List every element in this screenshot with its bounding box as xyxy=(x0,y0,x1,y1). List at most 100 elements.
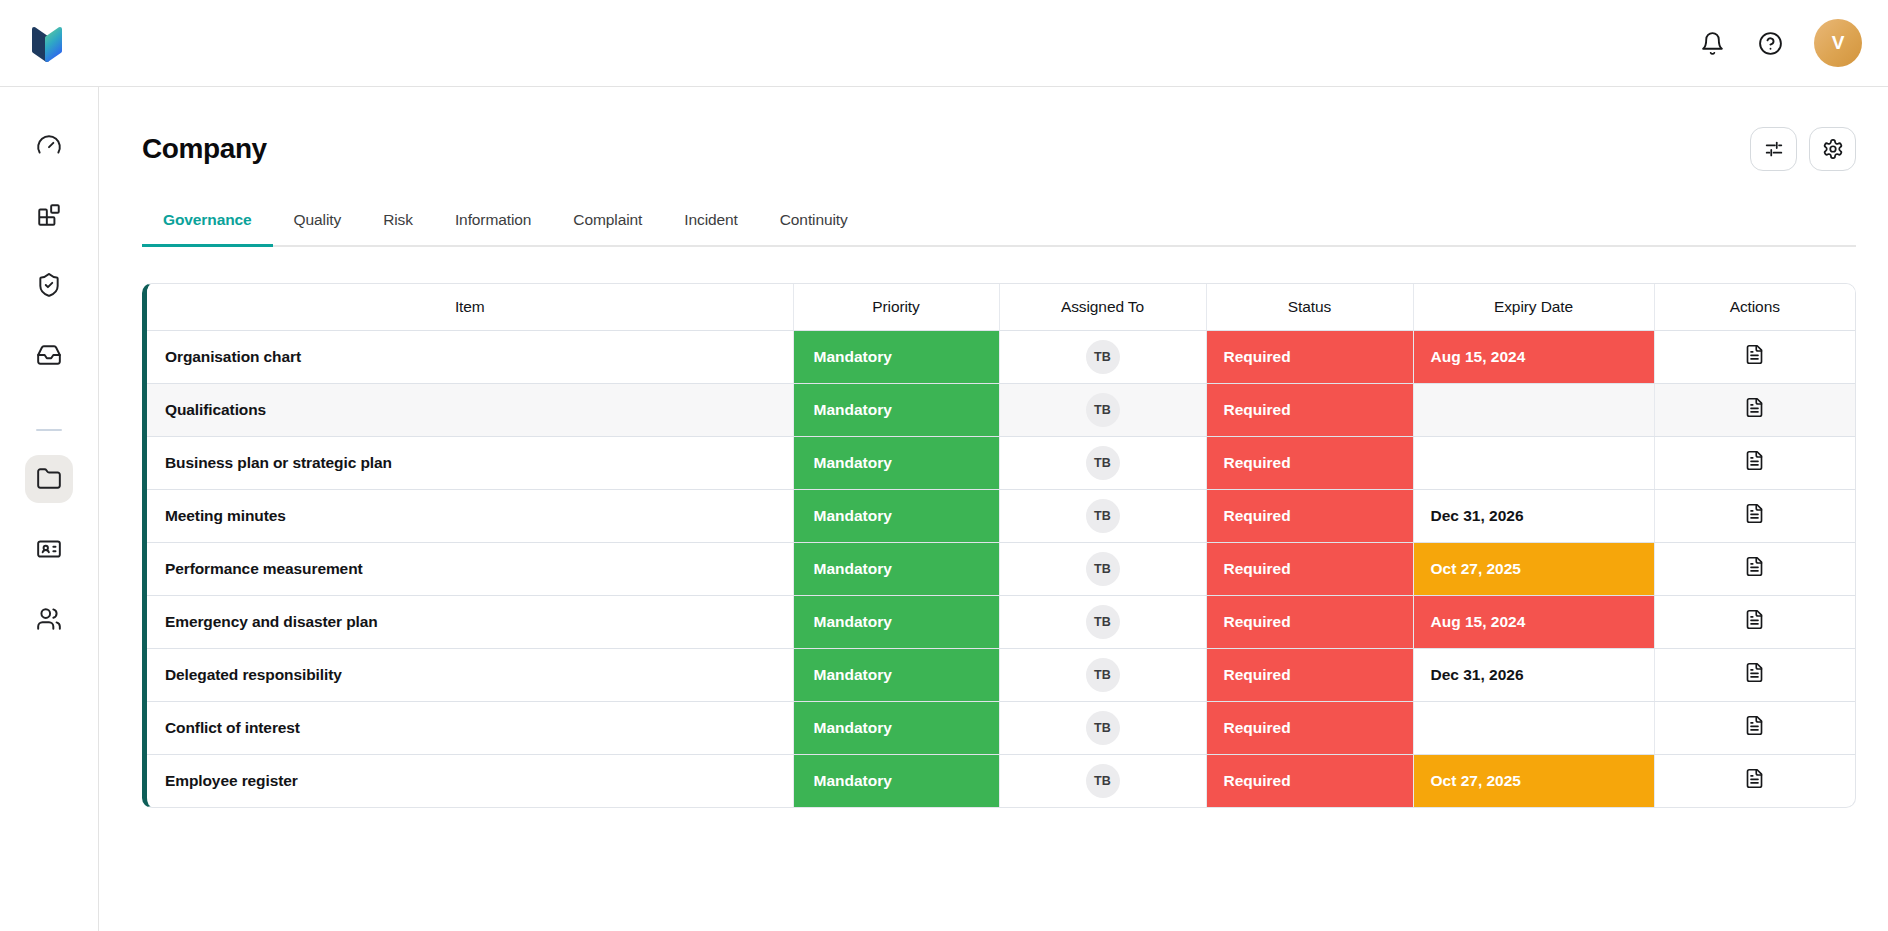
assigned-cell: TB xyxy=(999,489,1206,542)
notifications-bell-icon[interactable] xyxy=(1698,29,1726,57)
page-title: Company xyxy=(142,133,267,165)
actions-cell xyxy=(1654,330,1855,383)
status-badge: Required xyxy=(1206,542,1413,595)
user-avatar[interactable]: V xyxy=(1814,19,1862,67)
topbar: V xyxy=(0,0,1888,87)
item-cell: Qualifications xyxy=(147,383,793,436)
item-cell: Performance measurement xyxy=(147,542,793,595)
status-badge: Required xyxy=(1206,701,1413,754)
column-header-priority: Priority xyxy=(793,284,999,330)
priority-badge: Mandatory xyxy=(793,489,999,542)
item-cell: Conflict of interest xyxy=(147,701,793,754)
folder-icon xyxy=(36,466,62,492)
document-action-button[interactable] xyxy=(1744,609,1765,630)
column-header-item: Item xyxy=(147,284,793,330)
actions-cell xyxy=(1654,542,1855,595)
sidebar-item-modules[interactable] xyxy=(25,191,73,239)
assigned-cell: TB xyxy=(999,542,1206,595)
expiry-cell: Aug 15, 2024 xyxy=(1413,595,1654,648)
tab-quality[interactable]: Quality xyxy=(273,205,363,247)
assignee-avatar: TB xyxy=(1086,446,1120,480)
status-badge: Required xyxy=(1206,489,1413,542)
assigned-cell: TB xyxy=(999,701,1206,754)
document-action-button[interactable] xyxy=(1744,715,1765,736)
document-action-button[interactable] xyxy=(1744,768,1765,789)
priority-badge: Mandatory xyxy=(793,330,999,383)
assignee-avatar: TB xyxy=(1086,552,1120,586)
assignee-avatar: TB xyxy=(1086,764,1120,798)
assigned-cell: TB xyxy=(999,754,1206,807)
item-cell: Organisation chart xyxy=(147,330,793,383)
item-cell: Meeting minutes xyxy=(147,489,793,542)
sidebar-divider xyxy=(36,429,62,431)
tab-incident[interactable]: Incident xyxy=(663,205,759,247)
document-icon xyxy=(1744,397,1765,418)
document-icon xyxy=(1744,344,1765,365)
sidebar-item-dashboard[interactable] xyxy=(25,121,73,169)
priority-badge: Mandatory xyxy=(793,648,999,701)
actions-cell xyxy=(1654,701,1855,754)
status-badge: Required xyxy=(1206,648,1413,701)
sidebar-item-compliance[interactable] xyxy=(25,261,73,309)
assigned-cell: TB xyxy=(999,648,1206,701)
table-row[interactable]: Organisation chart Mandatory TB Required… xyxy=(147,330,1855,383)
governance-table: ItemPriorityAssigned ToStatusExpiry Date… xyxy=(142,283,1856,808)
gear-icon xyxy=(1822,138,1844,160)
table-row[interactable]: Employee register Mandatory TB Required … xyxy=(147,754,1855,807)
status-badge: Required xyxy=(1206,754,1413,807)
expiry-cell: Oct 27, 2025 xyxy=(1413,754,1654,807)
tab-complaint[interactable]: Complaint xyxy=(552,205,663,247)
users-icon xyxy=(36,606,62,632)
document-action-button[interactable] xyxy=(1744,662,1765,683)
assignee-avatar: TB xyxy=(1086,499,1120,533)
sidebar-item-documents[interactable] xyxy=(25,455,73,503)
sidebar-item-id-cards[interactable] xyxy=(25,525,73,573)
settings-button[interactable] xyxy=(1809,127,1856,171)
actions-cell xyxy=(1654,436,1855,489)
table-row[interactable]: Delegated responsibility Mandatory TB Re… xyxy=(147,648,1855,701)
expiry-cell xyxy=(1413,701,1654,754)
status-badge: Required xyxy=(1206,595,1413,648)
expiry-cell: Oct 27, 2025 xyxy=(1413,542,1654,595)
table-row[interactable]: Meeting minutes Mandatory TB Required De… xyxy=(147,489,1855,542)
tab-information[interactable]: Information xyxy=(434,205,552,247)
assignee-avatar: TB xyxy=(1086,393,1120,427)
table-row[interactable]: Conflict of interest Mandatory TB Requir… xyxy=(147,701,1855,754)
sidebar-item-inbox[interactable] xyxy=(25,331,73,379)
tabs: GovernanceQualityRiskInformationComplain… xyxy=(142,205,1856,247)
help-circle-icon[interactable] xyxy=(1756,29,1784,57)
tab-risk[interactable]: Risk xyxy=(362,205,434,247)
assignee-avatar: TB xyxy=(1086,340,1120,374)
actions-cell xyxy=(1654,383,1855,436)
assigned-cell: TB xyxy=(999,595,1206,648)
tab-continuity[interactable]: Continuity xyxy=(759,205,869,247)
document-action-button[interactable] xyxy=(1744,397,1765,418)
expiry-cell: Dec 31, 2026 xyxy=(1413,648,1654,701)
column-header-expiry-date: Expiry Date xyxy=(1413,284,1654,330)
document-icon xyxy=(1744,503,1765,524)
table-row[interactable]: Performance measurement Mandatory TB Req… xyxy=(147,542,1855,595)
document-action-button[interactable] xyxy=(1744,503,1765,524)
document-icon xyxy=(1744,662,1765,683)
document-action-button[interactable] xyxy=(1744,450,1765,471)
table-row[interactable]: Emergency and disaster plan Mandatory TB… xyxy=(147,595,1855,648)
document-icon xyxy=(1744,768,1765,789)
priority-badge: Mandatory xyxy=(793,595,999,648)
table-row[interactable]: Business plan or strategic plan Mandator… xyxy=(147,436,1855,489)
filter-button[interactable] xyxy=(1750,127,1797,171)
table-row[interactable]: Qualifications Mandatory TB Required xyxy=(147,383,1855,436)
sliders-icon xyxy=(1763,138,1785,160)
expiry-cell xyxy=(1413,436,1654,489)
column-header-assigned-to: Assigned To xyxy=(999,284,1206,330)
document-icon xyxy=(1744,609,1765,630)
tab-governance[interactable]: Governance xyxy=(142,205,273,247)
sidebar xyxy=(0,87,99,931)
assigned-cell: TB xyxy=(999,436,1206,489)
sidebar-item-people[interactable] xyxy=(25,595,73,643)
status-badge: Required xyxy=(1206,383,1413,436)
document-action-button[interactable] xyxy=(1744,556,1765,577)
table-header-row: ItemPriorityAssigned ToStatusExpiry Date… xyxy=(147,284,1855,330)
actions-cell xyxy=(1654,489,1855,542)
priority-badge: Mandatory xyxy=(793,542,999,595)
document-action-button[interactable] xyxy=(1744,344,1765,365)
